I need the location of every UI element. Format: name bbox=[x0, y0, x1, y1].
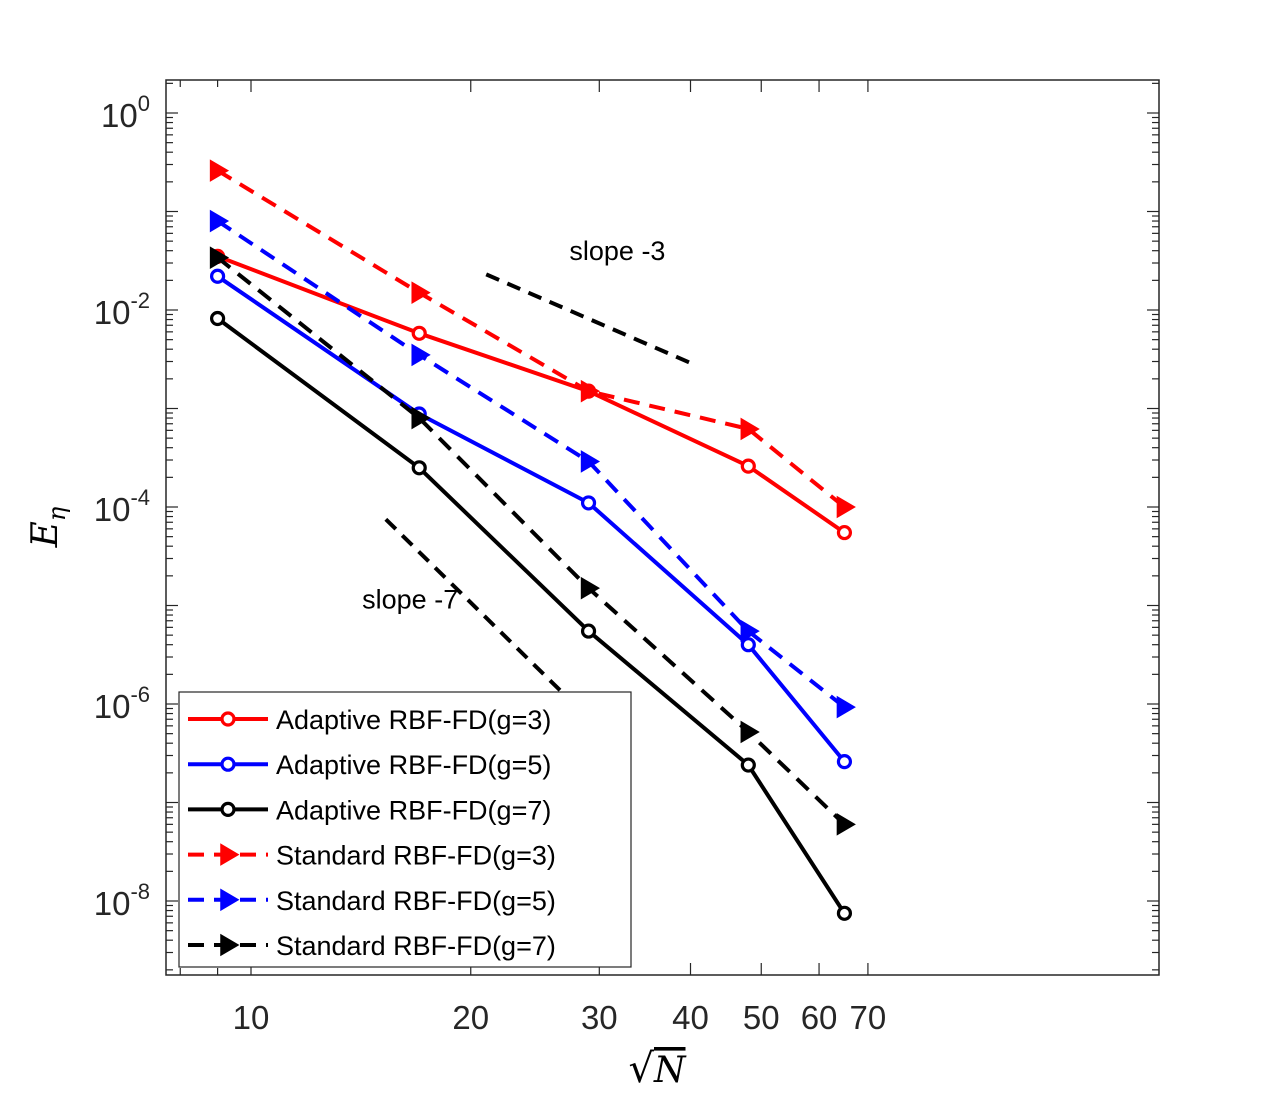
legend-label: Standard RBF-FD(g=3) bbox=[276, 841, 556, 871]
legend-label: Standard RBF-FD(g=7) bbox=[276, 931, 556, 961]
data-point bbox=[740, 619, 760, 643]
data-point bbox=[411, 460, 427, 476]
y-tick-label: 100 bbox=[101, 91, 150, 134]
x-axis-label: √N bbox=[629, 1046, 688, 1092]
series-adaptive-rbf-fd-g-7 bbox=[209, 310, 853, 921]
axis-ticks bbox=[166, 80, 1159, 975]
data-point bbox=[836, 905, 853, 921]
y-tick-exponent: -6 bbox=[130, 682, 150, 707]
x-tick-label: 30 bbox=[581, 999, 618, 1036]
data-point bbox=[411, 406, 431, 430]
data-point bbox=[740, 720, 760, 744]
y-tick-base: 10 bbox=[94, 294, 131, 331]
legend-label: Adaptive RBF-FD(g=7) bbox=[276, 795, 551, 825]
data-point bbox=[411, 281, 431, 304]
x-axis-label-variable: N bbox=[653, 1050, 687, 1091]
x-axis-label-root: √ bbox=[629, 1046, 655, 1092]
x-tick-label: 60 bbox=[801, 999, 838, 1036]
legend-entry: Standard RBF-FD(g=3) bbox=[188, 841, 556, 871]
y-tick-base: 10 bbox=[94, 688, 131, 725]
data-point bbox=[836, 754, 853, 770]
data-series bbox=[209, 159, 856, 921]
legend-entry: Adaptive RBF-FD(g=3) bbox=[188, 705, 551, 735]
data-point bbox=[580, 576, 601, 600]
data-point bbox=[220, 888, 240, 912]
data-point bbox=[580, 379, 601, 403]
data-point bbox=[411, 325, 427, 341]
data-point bbox=[740, 458, 756, 474]
legend-entry: Adaptive RBF-FD(g=5) bbox=[188, 750, 551, 780]
y-tick-exponent: 0 bbox=[138, 91, 150, 116]
data-point bbox=[740, 757, 756, 773]
data-point bbox=[220, 756, 236, 772]
x-tick-label: 10 bbox=[233, 999, 270, 1036]
data-point bbox=[836, 813, 856, 836]
data-point bbox=[411, 343, 431, 367]
data-point bbox=[836, 495, 856, 519]
legend-label: Adaptive RBF-FD(g=5) bbox=[276, 750, 551, 780]
legend: Adaptive RBF-FD(g=3) Adaptive RBF-FD(g=5)… bbox=[178, 691, 632, 968]
x-tick-label: 50 bbox=[743, 999, 780, 1036]
data-point bbox=[220, 843, 240, 866]
y-axis-label: Eη bbox=[25, 506, 71, 548]
y-tick-exponent: -2 bbox=[130, 288, 150, 313]
series-standard-rbf-fd-g-5 bbox=[209, 209, 856, 719]
legend-entry: Adaptive RBF-FD(g=7) bbox=[188, 795, 551, 825]
data-point bbox=[220, 801, 236, 818]
data-point bbox=[580, 623, 597, 639]
y-tick-base: 10 bbox=[94, 491, 131, 528]
y-tick-label: 10-4 bbox=[94, 485, 150, 528]
x-tick-label: 20 bbox=[452, 999, 489, 1036]
reference-line bbox=[485, 272, 692, 365]
data-point bbox=[740, 417, 760, 441]
data-point bbox=[220, 711, 236, 727]
x-tick-label: 70 bbox=[850, 999, 887, 1036]
legend-label: Standard RBF-FD(g=5) bbox=[276, 886, 556, 916]
data-point bbox=[209, 310, 226, 327]
y-tick-label: 10-6 bbox=[94, 682, 150, 725]
y-tick-label: 10-2 bbox=[94, 288, 150, 331]
y-tick-exponent: -4 bbox=[130, 485, 150, 510]
series-standard-rbf-fd-g-3 bbox=[209, 159, 856, 519]
legend-entry: Standard RBF-FD(g=5) bbox=[188, 886, 556, 916]
data-point bbox=[209, 159, 230, 182]
slope-annotation: slope -3 bbox=[569, 236, 665, 266]
legend-entry: Standard RBF-FD(g=7) bbox=[188, 931, 556, 961]
y-tick-base: 10 bbox=[94, 885, 131, 922]
series-standard-rbf-fd-g-7 bbox=[209, 246, 856, 836]
data-point bbox=[740, 637, 756, 653]
y-tick-exponent: -8 bbox=[130, 879, 150, 904]
data-point bbox=[209, 268, 226, 284]
y-axis-label-main: E bbox=[25, 521, 66, 548]
slope-annotation: slope -7 bbox=[362, 585, 458, 615]
legend-box bbox=[178, 691, 632, 968]
data-point bbox=[580, 495, 597, 511]
data-point bbox=[580, 450, 601, 473]
data-point bbox=[209, 209, 230, 233]
legend-label: Adaptive RBF-FD(g=3) bbox=[276, 705, 551, 735]
slope-annotations: slope -3 slope -7 bbox=[362, 236, 665, 614]
y-axis-label-subscript: η bbox=[43, 506, 71, 521]
data-point bbox=[209, 246, 230, 269]
y-tick-label: 10-8 bbox=[94, 879, 150, 922]
x-tick-label: 40 bbox=[672, 999, 709, 1036]
data-point bbox=[836, 524, 853, 541]
data-point bbox=[836, 695, 856, 719]
y-tick-base: 10 bbox=[101, 97, 138, 134]
x-axis-tick-labels: 10 20 30 40 50 60 70 bbox=[233, 999, 887, 1036]
data-point bbox=[220, 933, 240, 957]
